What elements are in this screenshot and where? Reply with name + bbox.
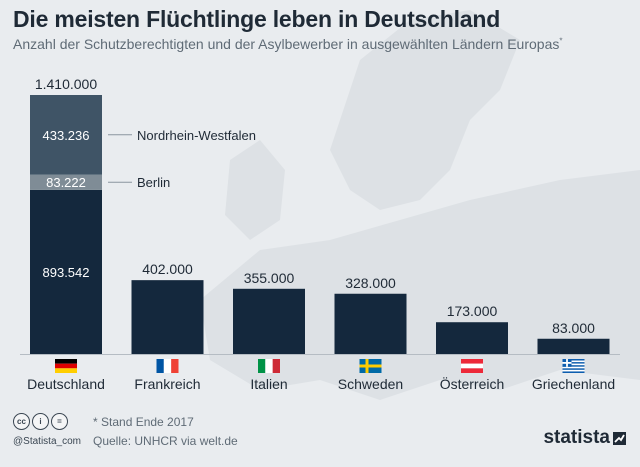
bar-value-label: 83.000 — [552, 320, 595, 336]
bar — [436, 322, 508, 354]
source-note: Quelle: UNHCR via welt.de — [93, 434, 238, 448]
category-label: Österreich — [440, 375, 505, 392]
flag-icon-at — [461, 359, 483, 373]
flag-icon-se — [359, 359, 382, 373]
bar — [131, 280, 204, 354]
bar-value-label: 402.000 — [142, 261, 193, 277]
flag-icon-gr — [562, 359, 585, 373]
flag-icon-de — [55, 359, 77, 373]
category-label: Italien — [250, 376, 287, 392]
footnote: * Stand Ende 2017 — [93, 415, 194, 429]
chart-title: Die meisten Flüchtlinge leben in Deutsch… — [13, 6, 501, 32]
segment-value-label: 83.222 — [46, 175, 86, 190]
category-label: Deutschland — [27, 376, 105, 392]
bar — [233, 288, 305, 354]
flag-icon-it — [258, 359, 280, 373]
flag-icon-fr — [156, 359, 179, 373]
bar-segment-1 — [30, 189, 102, 354]
map-uk-shape — [225, 140, 285, 240]
category-label: Griechenland — [532, 376, 615, 392]
category-label: Schweden — [338, 376, 403, 392]
segment-value-label: 433.236 — [43, 128, 90, 143]
subtitle-footnote-mark: * — [559, 36, 563, 46]
chart-subtitle: Anzahl der Schutzberechtigten und der As… — [13, 36, 563, 52]
map-scandinavia-shape — [330, 10, 520, 210]
bar — [537, 338, 610, 354]
map-continent-shape — [200, 170, 640, 400]
creative-commons-icon: cc — [13, 413, 30, 430]
bar-value-label: 1.410.000 — [35, 76, 97, 92]
bar-value-label: 328.000 — [345, 275, 396, 291]
attribution-icon: i — [32, 413, 49, 430]
segment-annotation-label: Nordrhein-Westfalen — [137, 128, 256, 143]
bar-value-label: 355.000 — [244, 270, 295, 286]
statista-logo-text: statista — [543, 427, 610, 448]
bar — [334, 293, 407, 354]
bar-segment-2 — [30, 174, 102, 190]
category-label: Frankreich — [134, 376, 200, 392]
statista-logo[interactable]: statista — [543, 427, 626, 449]
bar-value-label: 173.000 — [447, 303, 498, 319]
bar-segment-3 — [30, 95, 102, 175]
statista-handle[interactable]: @Statista_com — [13, 436, 81, 447]
segment-annotation-label: Berlin — [137, 175, 170, 190]
statista-logo-icon — [613, 431, 626, 445]
segment-value-label: 893.542 — [43, 265, 90, 280]
no-derivatives-icon: = — [51, 413, 68, 430]
license-icons: cc i = — [13, 413, 68, 430]
